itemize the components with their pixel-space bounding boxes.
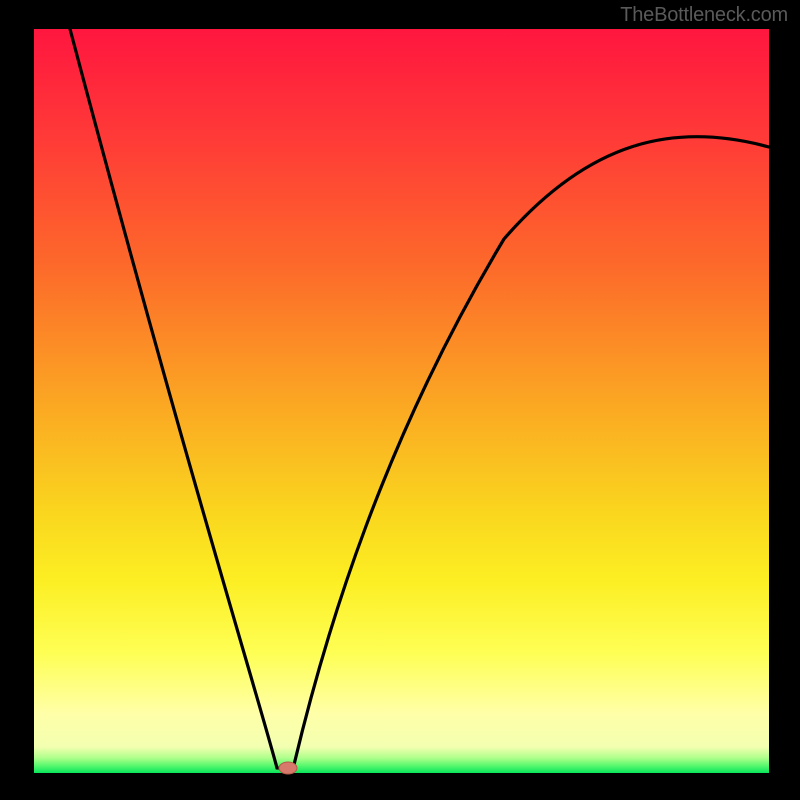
chart-plot-area <box>34 29 769 773</box>
curve-path <box>70 29 769 769</box>
bottleneck-curve <box>34 29 769 773</box>
watermark-text: TheBottleneck.com <box>620 4 788 27</box>
optimal-point-marker <box>278 761 297 774</box>
